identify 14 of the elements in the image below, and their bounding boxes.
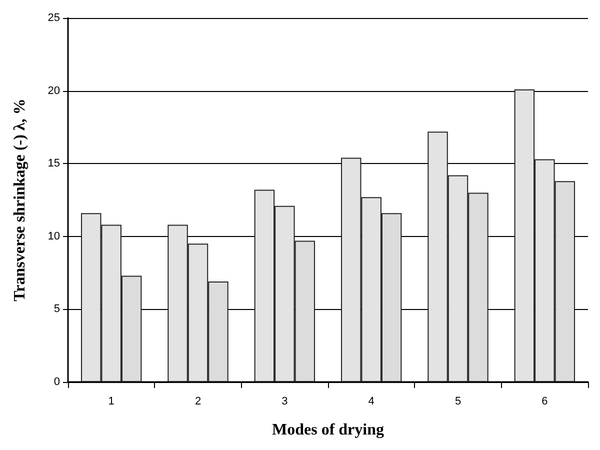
y-tick-label: 0 (54, 376, 60, 388)
x-tick-label: 3 (282, 396, 288, 408)
x-tick-label: 6 (542, 396, 548, 408)
y-tick-label: 5 (54, 303, 60, 316)
y-axis-title: Transverse shrinkage (-) λ, % (12, 98, 28, 302)
x-tick-label: 5 (454, 396, 462, 408)
x-tick-label: 4 (368, 396, 374, 408)
y-tick-label: 20 (48, 84, 60, 97)
y-tick-label: 25 (48, 12, 60, 24)
y-tick-label: 15 (48, 158, 60, 170)
x-tick-label: 2 (194, 396, 202, 408)
y-tick-label: 10 (48, 230, 60, 242)
x-tick-label: 1 (108, 396, 114, 408)
x-axis-title: Modes of drying (272, 422, 384, 438)
